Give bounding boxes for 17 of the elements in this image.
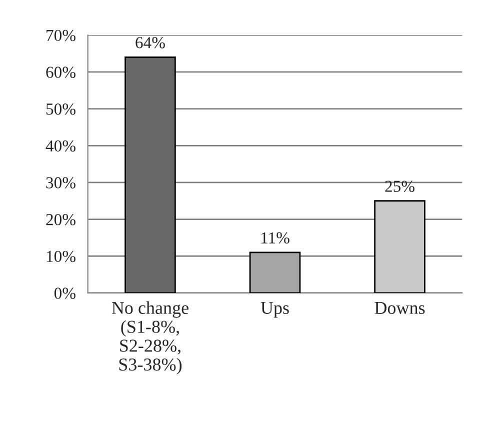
x-tick-label: Ups xyxy=(260,302,289,318)
y-tick-label: 30% xyxy=(46,177,76,188)
data-label: 64% xyxy=(136,37,165,48)
bar xyxy=(124,56,176,293)
x-tick-label: No change (S1-8%, S2-28%, S3-38%) xyxy=(112,301,188,374)
y-tick-label: 70% xyxy=(46,30,76,42)
bar xyxy=(249,252,301,293)
bar xyxy=(374,200,426,293)
y-tick-label: 0% xyxy=(54,288,76,299)
y-tick-label: 50% xyxy=(46,104,76,115)
data-label: 25% xyxy=(385,180,414,192)
data-label: 11% xyxy=(261,232,290,244)
x-tick-label: Downs xyxy=(374,302,425,314)
y-tick-label: 10% xyxy=(46,250,76,262)
y-tick-label: 20% xyxy=(46,214,76,226)
y-tick-label: 40% xyxy=(46,140,76,152)
y-tick-label: 60% xyxy=(46,66,76,78)
